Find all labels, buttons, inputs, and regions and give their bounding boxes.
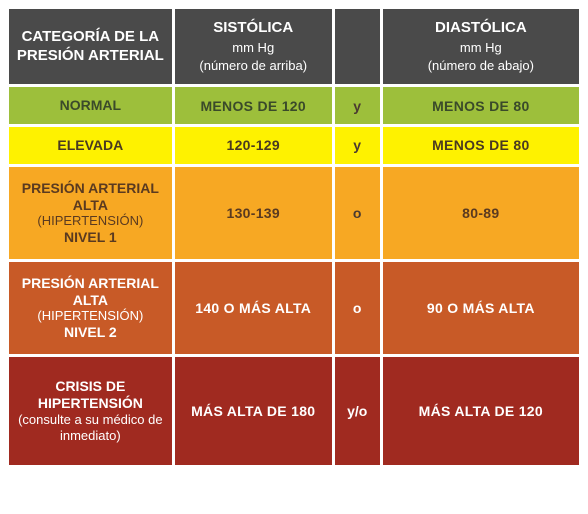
col-header-conj <box>335 9 380 84</box>
table-row: CRISIS DE HIPERTENSIÓN(consulte a su méd… <box>9 357 579 465</box>
cell-diastolic: MÁS ALTA DE 120 <box>383 357 579 465</box>
col-header-systolic-sub1: mm Hg <box>181 40 326 56</box>
table-row: PRESIÓN ARTERIAL ALTA(HIPERTENSIÓN)NIVEL… <box>9 262 579 354</box>
cell-diastolic: MENOS DE 80 <box>383 87 579 124</box>
col-header-category-title: CATEGORÍA DE LA PRESIÓN ARTERIAL <box>17 28 164 64</box>
col-header-category: CATEGORÍA DE LA PRESIÓN ARTERIAL <box>9 9 172 84</box>
cell-category: ELEVADA <box>9 127 172 164</box>
category-main: NORMAL <box>15 97 166 114</box>
col-header-diastolic: DIASTÓLICA mm Hg (número de abajo) <box>383 9 579 84</box>
category-paren: (HIPERTENSIÓN) <box>15 308 166 324</box>
cell-systolic: 140 O MÁS ALTA <box>175 262 332 354</box>
table-row: ELEVADA 120-129yMENOS DE 80 <box>9 127 579 164</box>
bp-table: CATEGORÍA DE LA PRESIÓN ARTERIAL SISTÓLI… <box>6 6 582 468</box>
category-level: NIVEL 1 <box>15 229 166 246</box>
cell-category: NORMAL <box>9 87 172 124</box>
cell-systolic: 120-129 <box>175 127 332 164</box>
category-main: CRISIS DE HIPERTENSIÓN <box>15 378 166 412</box>
col-header-systolic-title: SISTÓLICA <box>213 19 293 36</box>
cell-systolic: MÁS ALTA DE 180 <box>175 357 332 465</box>
category-paren: (HIPERTENSIÓN) <box>15 213 166 229</box>
col-header-systolic: SISTÓLICA mm Hg (número de arriba) <box>175 9 332 84</box>
cell-diastolic: 90 O MÁS ALTA <box>383 262 579 354</box>
cell-conjunction: o <box>335 167 380 259</box>
cell-systolic: 130-139 <box>175 167 332 259</box>
col-header-diastolic-sub2: (número de abajo) <box>389 58 573 74</box>
cell-diastolic: MENOS DE 80 <box>383 127 579 164</box>
cell-conjunction: y/o <box>335 357 380 465</box>
cell-conjunction: y <box>335 127 380 164</box>
cell-systolic: MENOS DE 120 <box>175 87 332 124</box>
col-header-diastolic-sub1: mm Hg <box>389 40 573 56</box>
cell-conjunction: o <box>335 262 380 354</box>
table-row: PRESIÓN ARTERIAL ALTA(HIPERTENSIÓN)NIVEL… <box>9 167 579 259</box>
col-header-systolic-sub2: (número de arriba) <box>181 58 326 74</box>
bp-table-body: NORMAL MENOS DE 120yMENOS DE 80 ELEVADA 120… <box>9 87 579 465</box>
cell-category: CRISIS DE HIPERTENSIÓN(consulte a su méd… <box>9 357 172 465</box>
category-main: ELEVADA <box>15 137 166 154</box>
cell-diastolic: 80-89 <box>383 167 579 259</box>
category-level: NIVEL 2 <box>15 324 166 341</box>
category-paren: (consulte a su médico de inmediato) <box>15 412 166 443</box>
cell-conjunction: y <box>335 87 380 124</box>
cell-category: PRESIÓN ARTERIAL ALTA(HIPERTENSIÓN)NIVEL… <box>9 167 172 259</box>
bp-table-container: { "table": { "type": "table", "header_bg… <box>0 0 588 474</box>
table-row: NORMAL MENOS DE 120yMENOS DE 80 <box>9 87 579 124</box>
category-main: PRESIÓN ARTERIAL ALTA <box>15 180 166 214</box>
category-main: PRESIÓN ARTERIAL ALTA <box>15 275 166 309</box>
cell-category: PRESIÓN ARTERIAL ALTA(HIPERTENSIÓN)NIVEL… <box>9 262 172 354</box>
bp-table-header: CATEGORÍA DE LA PRESIÓN ARTERIAL SISTÓLI… <box>9 9 579 84</box>
col-header-diastolic-title: DIASTÓLICA <box>435 19 527 36</box>
